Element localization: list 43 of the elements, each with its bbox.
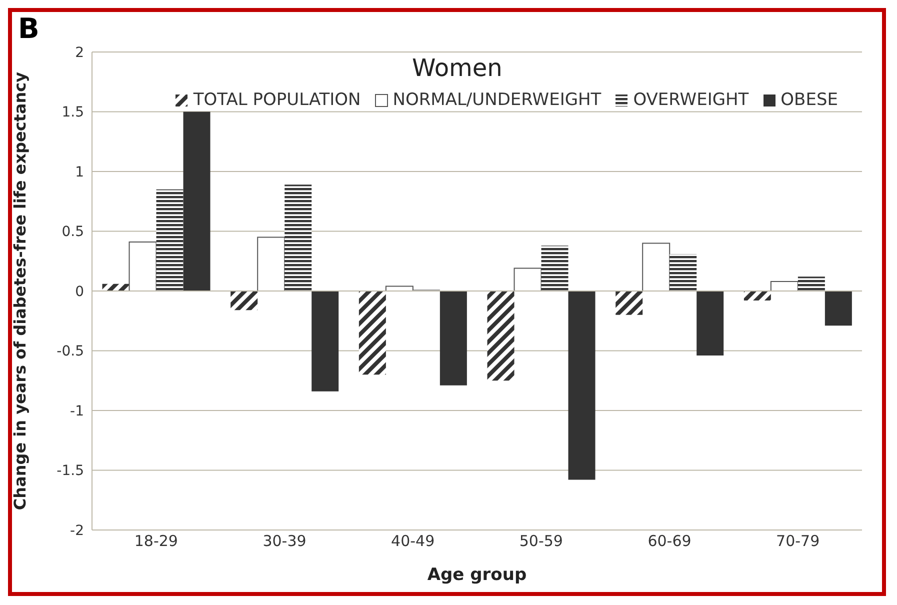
y-tick-label: -1.5 (56, 463, 84, 480)
y-tick-label: 0 (75, 284, 84, 300)
bar (358, 291, 386, 375)
x-tick-label: 40-49 (391, 532, 435, 550)
bar (744, 291, 771, 301)
bar (440, 291, 467, 386)
y-tick-label: -0.5 (56, 344, 84, 360)
bar (230, 291, 258, 310)
x-tick-label: 18-29 (134, 532, 178, 550)
y-tick-label: -1 (70, 403, 84, 420)
text: B (18, 12, 40, 45)
bar (183, 112, 210, 291)
legend-label: OVERWEIGHT (633, 90, 749, 110)
y-axis-title: Change in years of diabetes-free life expectancy (10, 71, 30, 510)
chart-title: Women (412, 54, 502, 82)
x-axis-title: Age group (427, 565, 527, 585)
bar (670, 254, 697, 291)
x-tick-label: 60-69 (648, 532, 692, 550)
bar (616, 291, 643, 315)
bar (156, 189, 184, 291)
x-tick-label: 70-79 (776, 532, 820, 550)
x-tick-label: 30-39 (262, 532, 306, 550)
bar (514, 268, 542, 292)
bar (487, 291, 514, 381)
legend-label: TOTAL POPULATION (193, 90, 361, 110)
bar (642, 242, 670, 292)
x-tick-label: 50-59 (519, 532, 563, 550)
legend-label: OBESE (780, 90, 838, 110)
y-tick-label: 1 (75, 164, 84, 180)
y-tick-label: 1.5 (62, 104, 84, 121)
bar (541, 246, 568, 291)
legend-label: NORMAL/UNDERWEIGHT (392, 90, 602, 110)
bar (284, 184, 312, 291)
bar (128, 242, 157, 292)
bar (312, 291, 339, 392)
bar (257, 236, 286, 292)
y-tick-label: -2 (70, 522, 84, 539)
y-tick-label: 2 (75, 44, 84, 61)
bar (696, 291, 724, 356)
bar (798, 276, 825, 291)
bar (824, 291, 852, 326)
y-tick-label: 0.5 (62, 224, 84, 240)
bar (568, 291, 596, 480)
